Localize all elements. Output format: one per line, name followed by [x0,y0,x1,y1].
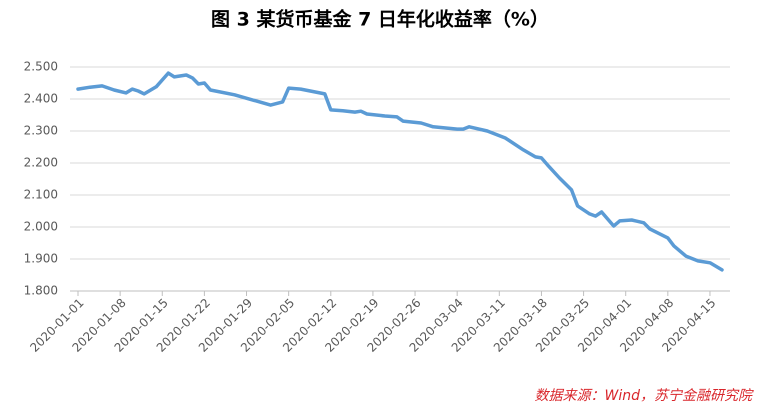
y-tick-label: 2.100 [24,188,58,202]
y-tick-label: 1.800 [24,284,58,298]
chart-title: 图 3 某货币基金 7 日年化收益率（%） [211,8,549,31]
y-tick-label: 2.500 [24,60,58,74]
y-tick-label: 1.900 [24,252,58,266]
y-tick-label: 2.200 [24,156,58,170]
data-line [76,71,724,272]
y-tick-label: 2.300 [24,124,58,138]
source-note: 数据来源：Wind，苏宁金融研究院 [535,388,754,404]
y-tick-label: 2.400 [24,92,58,106]
y-tick-label: 2.000 [24,220,58,234]
